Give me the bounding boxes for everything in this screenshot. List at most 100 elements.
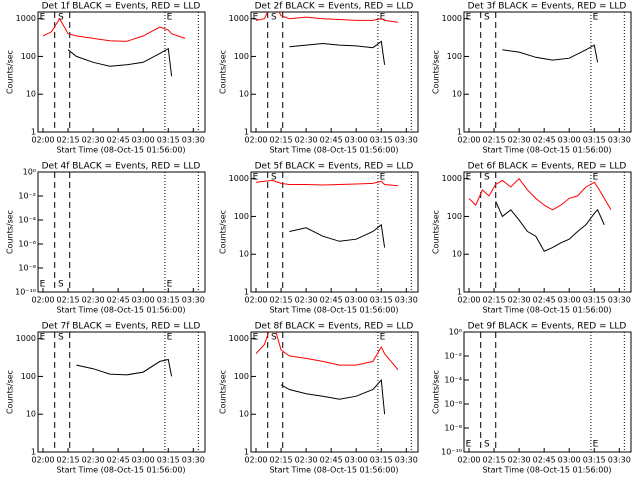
y-tick-label: 10⁻⁶ xyxy=(18,240,36,249)
x-tick-label: 03:00 xyxy=(558,296,581,305)
y-tick-label: 100 xyxy=(447,212,462,221)
x-tick-label: 02:30 xyxy=(295,296,318,305)
x-tick-label: 02:30 xyxy=(82,136,105,145)
x-axis-label: Start Time (08-Oct-15 01:56:00) xyxy=(482,306,611,315)
x-tick-label: 02:15 xyxy=(483,136,506,145)
x-tick-label: 02:45 xyxy=(320,456,343,465)
x-tick-label: 03:00 xyxy=(132,456,155,465)
x-tick-label: 02:45 xyxy=(320,136,343,145)
y-axis-label: Counts/sec xyxy=(219,370,228,414)
x-tick-label: 02:30 xyxy=(82,456,105,465)
y-tick-label: 1000 xyxy=(229,14,249,23)
panel: Det 9f BLACK = Events, RED = LLD Start Ti… xyxy=(432,322,632,475)
panel-title: Det 5f BLACK = Events, RED = LLD xyxy=(255,162,414,172)
event-label: E xyxy=(466,173,472,183)
x-tick-label: 02:45 xyxy=(320,296,343,305)
x-tick-label: 03:00 xyxy=(558,136,581,145)
panel: Det 5f BLACK = Events, RED = LLD Start Ti… xyxy=(219,162,419,315)
x-tick-label: 03:15 xyxy=(157,456,180,465)
x-tick-label: 02:00 xyxy=(457,296,480,305)
panel-title: Det 4f BLACK = Events, RED = LLD xyxy=(42,162,201,172)
series-line xyxy=(255,179,399,187)
event-label: E xyxy=(380,173,386,183)
event-label: S xyxy=(484,13,490,23)
x-tick-label: 02:15 xyxy=(270,456,293,465)
x-tick-label: 03:30 xyxy=(395,136,418,145)
panel: Det 3f BLACK = Events, RED = LLD Start Ti… xyxy=(432,2,632,155)
y-tick-label: 100 xyxy=(447,52,462,61)
y-tick-label: 1000 xyxy=(442,174,462,183)
x-tick-label: 02:30 xyxy=(295,456,318,465)
x-tick-label: 03:30 xyxy=(395,456,418,465)
y-axis-label: Counts/sec xyxy=(6,370,15,414)
event-label: E xyxy=(593,13,599,23)
event-label: E xyxy=(380,333,386,343)
y-tick-label: 100 xyxy=(21,52,36,61)
y-axis-label: Counts/sec xyxy=(432,370,441,414)
x-tick-label: 02:15 xyxy=(270,296,293,305)
x-tick-label: 03:30 xyxy=(182,136,205,145)
x-tick-label: 03:00 xyxy=(132,136,155,145)
y-tick-label: 1 xyxy=(244,128,249,137)
x-tick-label: 02:45 xyxy=(533,296,556,305)
y-axis-label: Counts/sec xyxy=(6,210,15,254)
x-tick-label: 03:15 xyxy=(370,296,393,305)
x-tick-label: 03:15 xyxy=(370,136,393,145)
y-axis-label: Counts/sec xyxy=(432,50,441,94)
panel-title: Det 7f BLACK = Events, RED = LLD xyxy=(42,322,201,332)
event-label: E xyxy=(253,173,259,183)
plot-frame xyxy=(250,171,419,293)
x-axis-label: Start Time (08-Oct-15 01:56:00) xyxy=(56,466,185,475)
x-tick-label: 03:00 xyxy=(558,456,581,465)
panel: Det 7f BLACK = Events, RED = LLD Start Ti… xyxy=(6,322,206,475)
x-tick-label: 03:15 xyxy=(157,296,180,305)
x-tick-label: 02:45 xyxy=(107,136,130,145)
x-axis-label: Start Time (08-Oct-15 01:56:00) xyxy=(56,146,185,155)
series-line xyxy=(289,223,386,248)
series-line xyxy=(502,44,599,63)
y-tick-label: 10⁻⁴ xyxy=(444,376,462,385)
x-axis-label: Start Time (08-Oct-15 01:56:00) xyxy=(269,306,398,315)
plot-frame xyxy=(37,171,206,293)
y-tick-label: 10⁰ xyxy=(23,168,36,177)
y-tick-label: 10⁰ xyxy=(449,328,462,337)
y-tick-label: 10 xyxy=(239,90,249,99)
x-tick-label: 03:30 xyxy=(608,136,631,145)
plot-frame xyxy=(463,331,632,453)
plot-frame xyxy=(250,11,419,133)
y-tick-label: 1000 xyxy=(16,334,36,343)
event-label: E xyxy=(593,173,599,183)
event-label: S xyxy=(58,280,64,290)
x-tick-label: 02:45 xyxy=(107,456,130,465)
panel: Det 6f BLACK = Events, RED = LLD Start Ti… xyxy=(432,162,632,315)
event-label: E xyxy=(40,333,46,343)
y-tick-label: 1 xyxy=(457,288,462,297)
x-axis-label: Start Time (08-Oct-15 01:56:00) xyxy=(269,466,398,475)
x-tick-label: 02:15 xyxy=(483,296,506,305)
event-label: S xyxy=(58,13,64,23)
x-tick-label: 02:15 xyxy=(57,296,80,305)
x-tick-label: 03:30 xyxy=(182,456,205,465)
panel-title: Det 1f BLACK = Events, RED = LLD xyxy=(42,2,201,12)
x-tick-label: 03:30 xyxy=(395,296,418,305)
panel-title: Det 9f BLACK = Events, RED = LLD xyxy=(468,322,627,332)
event-label: E xyxy=(40,13,46,23)
x-tick-label: 02:00 xyxy=(244,296,267,305)
x-tick-label: 03:15 xyxy=(583,136,606,145)
panel-title: Det 6f BLACK = Events, RED = LLD xyxy=(468,162,627,172)
y-axis-label: Counts/sec xyxy=(432,210,441,254)
x-tick-label: 03:00 xyxy=(345,136,368,145)
x-tick-label: 02:00 xyxy=(457,136,480,145)
event-label: S xyxy=(271,333,277,343)
x-tick-label: 03:00 xyxy=(345,296,368,305)
panel: Det 2f BLACK = Events, RED = LLD Start Ti… xyxy=(219,2,419,155)
x-tick-label: 03:15 xyxy=(157,136,180,145)
event-label: E xyxy=(253,13,259,23)
x-tick-label: 02:00 xyxy=(244,456,267,465)
y-tick-label: 10 xyxy=(26,410,36,419)
event-label: S xyxy=(484,440,490,450)
plot-frame xyxy=(37,11,206,133)
plot-frame xyxy=(250,331,419,453)
x-tick-label: 02:00 xyxy=(457,456,480,465)
